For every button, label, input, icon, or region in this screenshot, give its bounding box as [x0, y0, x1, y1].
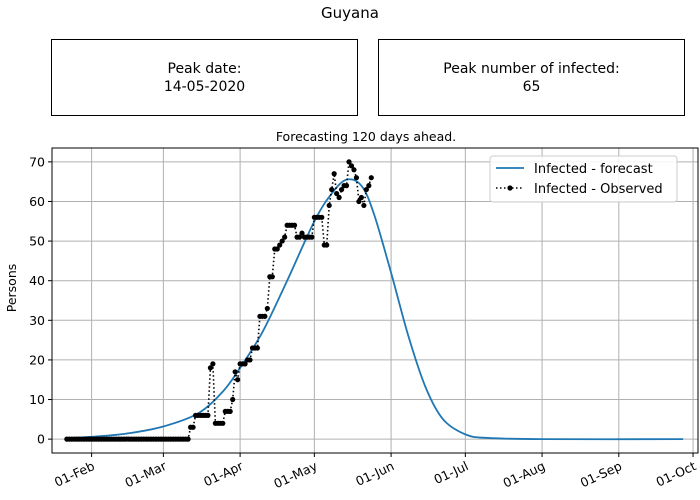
forecast-line: [66, 178, 684, 441]
observed-point: [366, 183, 372, 189]
observed-point: [356, 198, 362, 205]
observed-point: [247, 357, 253, 363]
y-tick-label: 0: [37, 432, 45, 447]
observed-point: [274, 246, 280, 252]
observed-point: [309, 234, 315, 240]
y-tick-label: 20: [29, 352, 45, 367]
observed-point: [319, 214, 325, 220]
observed-point: [324, 242, 330, 248]
observed-point: [358, 194, 364, 201]
observed-point: [299, 230, 305, 236]
y-tick-label: 30: [29, 313, 45, 328]
chart-title: Forecasting 120 days ahead.: [276, 129, 456, 144]
x-tick-label: 01-May: [271, 458, 320, 491]
observed-point: [277, 242, 283, 248]
y-axis: 0 10 20 30 40 50 60 70: [29, 154, 52, 447]
x-tick-label: 01-Feb: [52, 458, 97, 490]
x-tick-label: 01-Sep: [578, 458, 624, 490]
observed-series: [64, 159, 374, 442]
y-axis-label: Persons: [4, 264, 19, 313]
observed-point: [361, 202, 367, 209]
observed-point: [338, 186, 345, 193]
observed-point: [326, 202, 332, 209]
peak-date-value: 14-05-2020: [163, 78, 246, 95]
observed-point: [291, 222, 298, 228]
observed-point: [185, 436, 191, 442]
legend-forecast-label: Infected - forecast: [534, 162, 653, 177]
observed-point: [235, 377, 241, 383]
observed-point: [363, 186, 369, 193]
observed-point: [227, 408, 233, 415]
legend-observed-label: Infected - Observed: [534, 182, 663, 197]
peak-infected-label: Peak number of infected:: [443, 60, 620, 77]
figure-title: Guyana: [321, 4, 379, 22]
peak-infected-box: Peak number of infected: 65: [378, 39, 685, 116]
observed-point: [230, 396, 236, 403]
observed-point: [331, 171, 337, 177]
peak-date-box: Peak date: 14-05-2020: [51, 39, 358, 116]
y-tick-label: 40: [29, 273, 45, 288]
observed-point: [346, 159, 352, 165]
x-tick-label: 01-Mar: [122, 458, 169, 491]
observed-point: [207, 365, 214, 371]
observed-point: [264, 305, 270, 312]
legend: Infected - forecast Infected - Observed: [489, 155, 678, 203]
x-tick-label: 01-Oct: [654, 458, 699, 490]
peak-date-label: Peak date:: [167, 60, 242, 77]
observed-point: [353, 175, 360, 181]
observed-point: [368, 175, 374, 181]
observed-point: [262, 313, 268, 319]
observed-point: [336, 194, 342, 201]
legend-observed-marker: [507, 185, 513, 191]
forecast-series: [66, 178, 684, 441]
observed-point: [282, 234, 288, 240]
observed-point: [351, 167, 357, 173]
peak-infected-value: 65: [522, 78, 541, 95]
observed-point: [279, 238, 285, 244]
x-tick-label: 01-Jul: [431, 458, 470, 487]
observed-point: [190, 424, 196, 430]
observed-point: [334, 190, 340, 197]
y-tick-label: 50: [29, 234, 45, 249]
legend-box: [489, 155, 678, 203]
observed-point: [296, 234, 303, 240]
x-tick-label: 01-Jun: [353, 458, 396, 489]
y-tick-label: 10: [29, 392, 45, 407]
x-tick-label: 01-Aug: [501, 458, 548, 490]
plot-frame: [51, 147, 699, 454]
observed-point: [232, 369, 238, 375]
observed-point: [348, 163, 355, 169]
observed-point: [329, 186, 335, 193]
x-tick-label: 01-Apr: [201, 458, 246, 490]
observed-point: [254, 345, 261, 351]
observed-point: [343, 183, 350, 189]
observed-point: [242, 361, 248, 367]
y-tick-label: 70: [29, 154, 45, 169]
observed-point: [210, 361, 216, 367]
x-axis: 01-Feb 01-Mar 01-Apr 01-May 01-Jun 01-Jul 01-A…: [52, 453, 698, 491]
observed-point: [269, 274, 275, 280]
observed-point: [205, 412, 211, 418]
observed-point: [220, 420, 226, 426]
y-tick-label: 60: [29, 194, 45, 209]
